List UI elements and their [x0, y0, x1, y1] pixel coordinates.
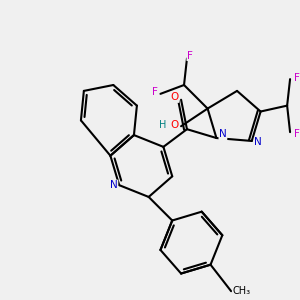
Text: N: N: [110, 180, 118, 190]
Text: O: O: [170, 92, 179, 102]
Text: CH₃: CH₃: [232, 286, 250, 296]
Text: H: H: [159, 120, 166, 130]
Text: O: O: [170, 120, 179, 130]
Text: F: F: [294, 129, 299, 139]
Text: N: N: [254, 137, 262, 147]
Text: F: F: [187, 50, 193, 61]
Text: F: F: [294, 73, 299, 82]
Text: F: F: [152, 87, 158, 98]
Text: N: N: [219, 130, 227, 140]
